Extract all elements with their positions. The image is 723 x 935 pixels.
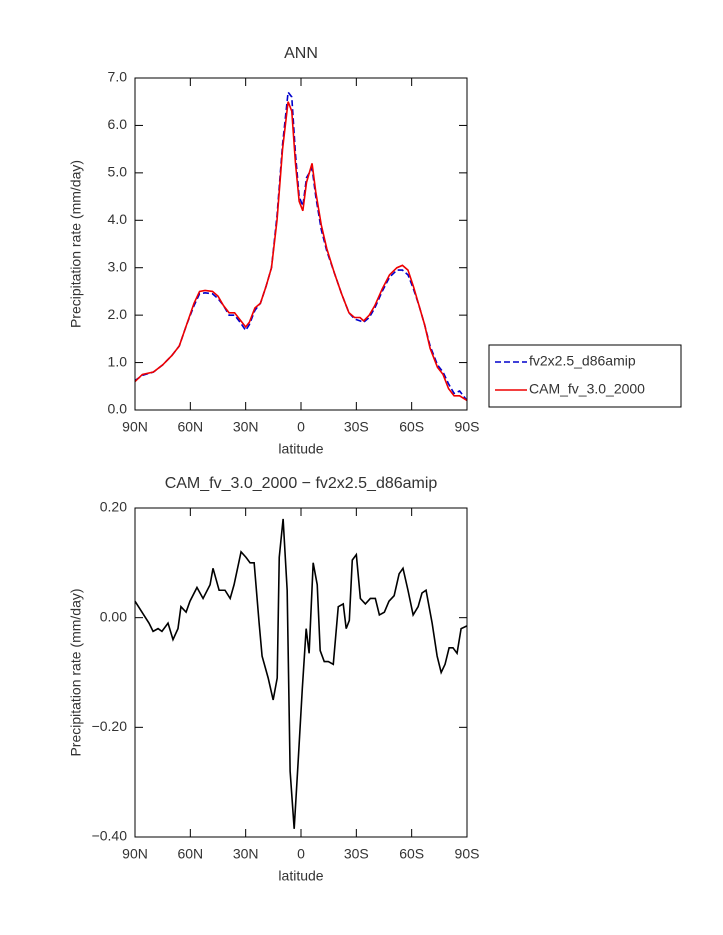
legend-label: fv2x2.5_d86amip bbox=[529, 353, 636, 369]
y-tick-label: 0.20 bbox=[100, 499, 127, 515]
legend-box bbox=[488, 344, 682, 408]
x-axis-label: latitude bbox=[278, 868, 323, 884]
y-axis-label: Precipitation rate (mm/day) bbox=[68, 160, 84, 328]
x-axis-label: latitude bbox=[278, 441, 323, 457]
y-tick-label: 5.0 bbox=[108, 164, 128, 180]
data-line bbox=[134, 518, 468, 829]
x-tick-label: 0 bbox=[297, 419, 305, 435]
x-tick-label: 60N bbox=[177, 419, 203, 435]
y-tick-label: 0.00 bbox=[100, 608, 127, 624]
y-tick-label: −0.40 bbox=[92, 828, 128, 844]
x-tick-label: 60S bbox=[399, 846, 424, 862]
x-tick-label: 60S bbox=[399, 419, 424, 435]
y-tick-label: 7.0 bbox=[108, 69, 128, 85]
x-tick-label: 30S bbox=[344, 419, 369, 435]
y-axis-label: Precipitation rate (mm/day) bbox=[68, 588, 84, 756]
data-line bbox=[134, 101, 468, 402]
x-tick-label: 30S bbox=[344, 846, 369, 862]
y-tick-label: 2.0 bbox=[108, 306, 128, 322]
x-tick-label: 90N bbox=[122, 846, 148, 862]
legend-label: CAM_fv_3.0_2000 bbox=[529, 381, 645, 397]
y-tick-label: 0.0 bbox=[108, 401, 128, 417]
y-tick-label: −0.20 bbox=[92, 718, 128, 734]
chart-title: ANN bbox=[284, 45, 318, 62]
y-tick-label: 6.0 bbox=[108, 116, 128, 132]
plot-frame bbox=[134, 77, 468, 411]
x-tick-label: 90S bbox=[455, 419, 480, 435]
x-tick-label: 0 bbox=[297, 846, 305, 862]
plot-frame bbox=[134, 507, 468, 838]
x-tick-label: 90S bbox=[455, 846, 480, 862]
x-tick-label: 90N bbox=[122, 419, 148, 435]
y-tick-label: 4.0 bbox=[108, 211, 128, 227]
x-tick-label: 30N bbox=[233, 846, 259, 862]
x-tick-label: 30N bbox=[233, 419, 259, 435]
y-tick-label: 3.0 bbox=[108, 258, 128, 274]
chart-title: CAM_fv_3.0_2000 − fv2x2.5_d86amip bbox=[165, 475, 438, 492]
x-tick-label: 60N bbox=[177, 846, 203, 862]
y-tick-label: 1.0 bbox=[108, 353, 128, 369]
